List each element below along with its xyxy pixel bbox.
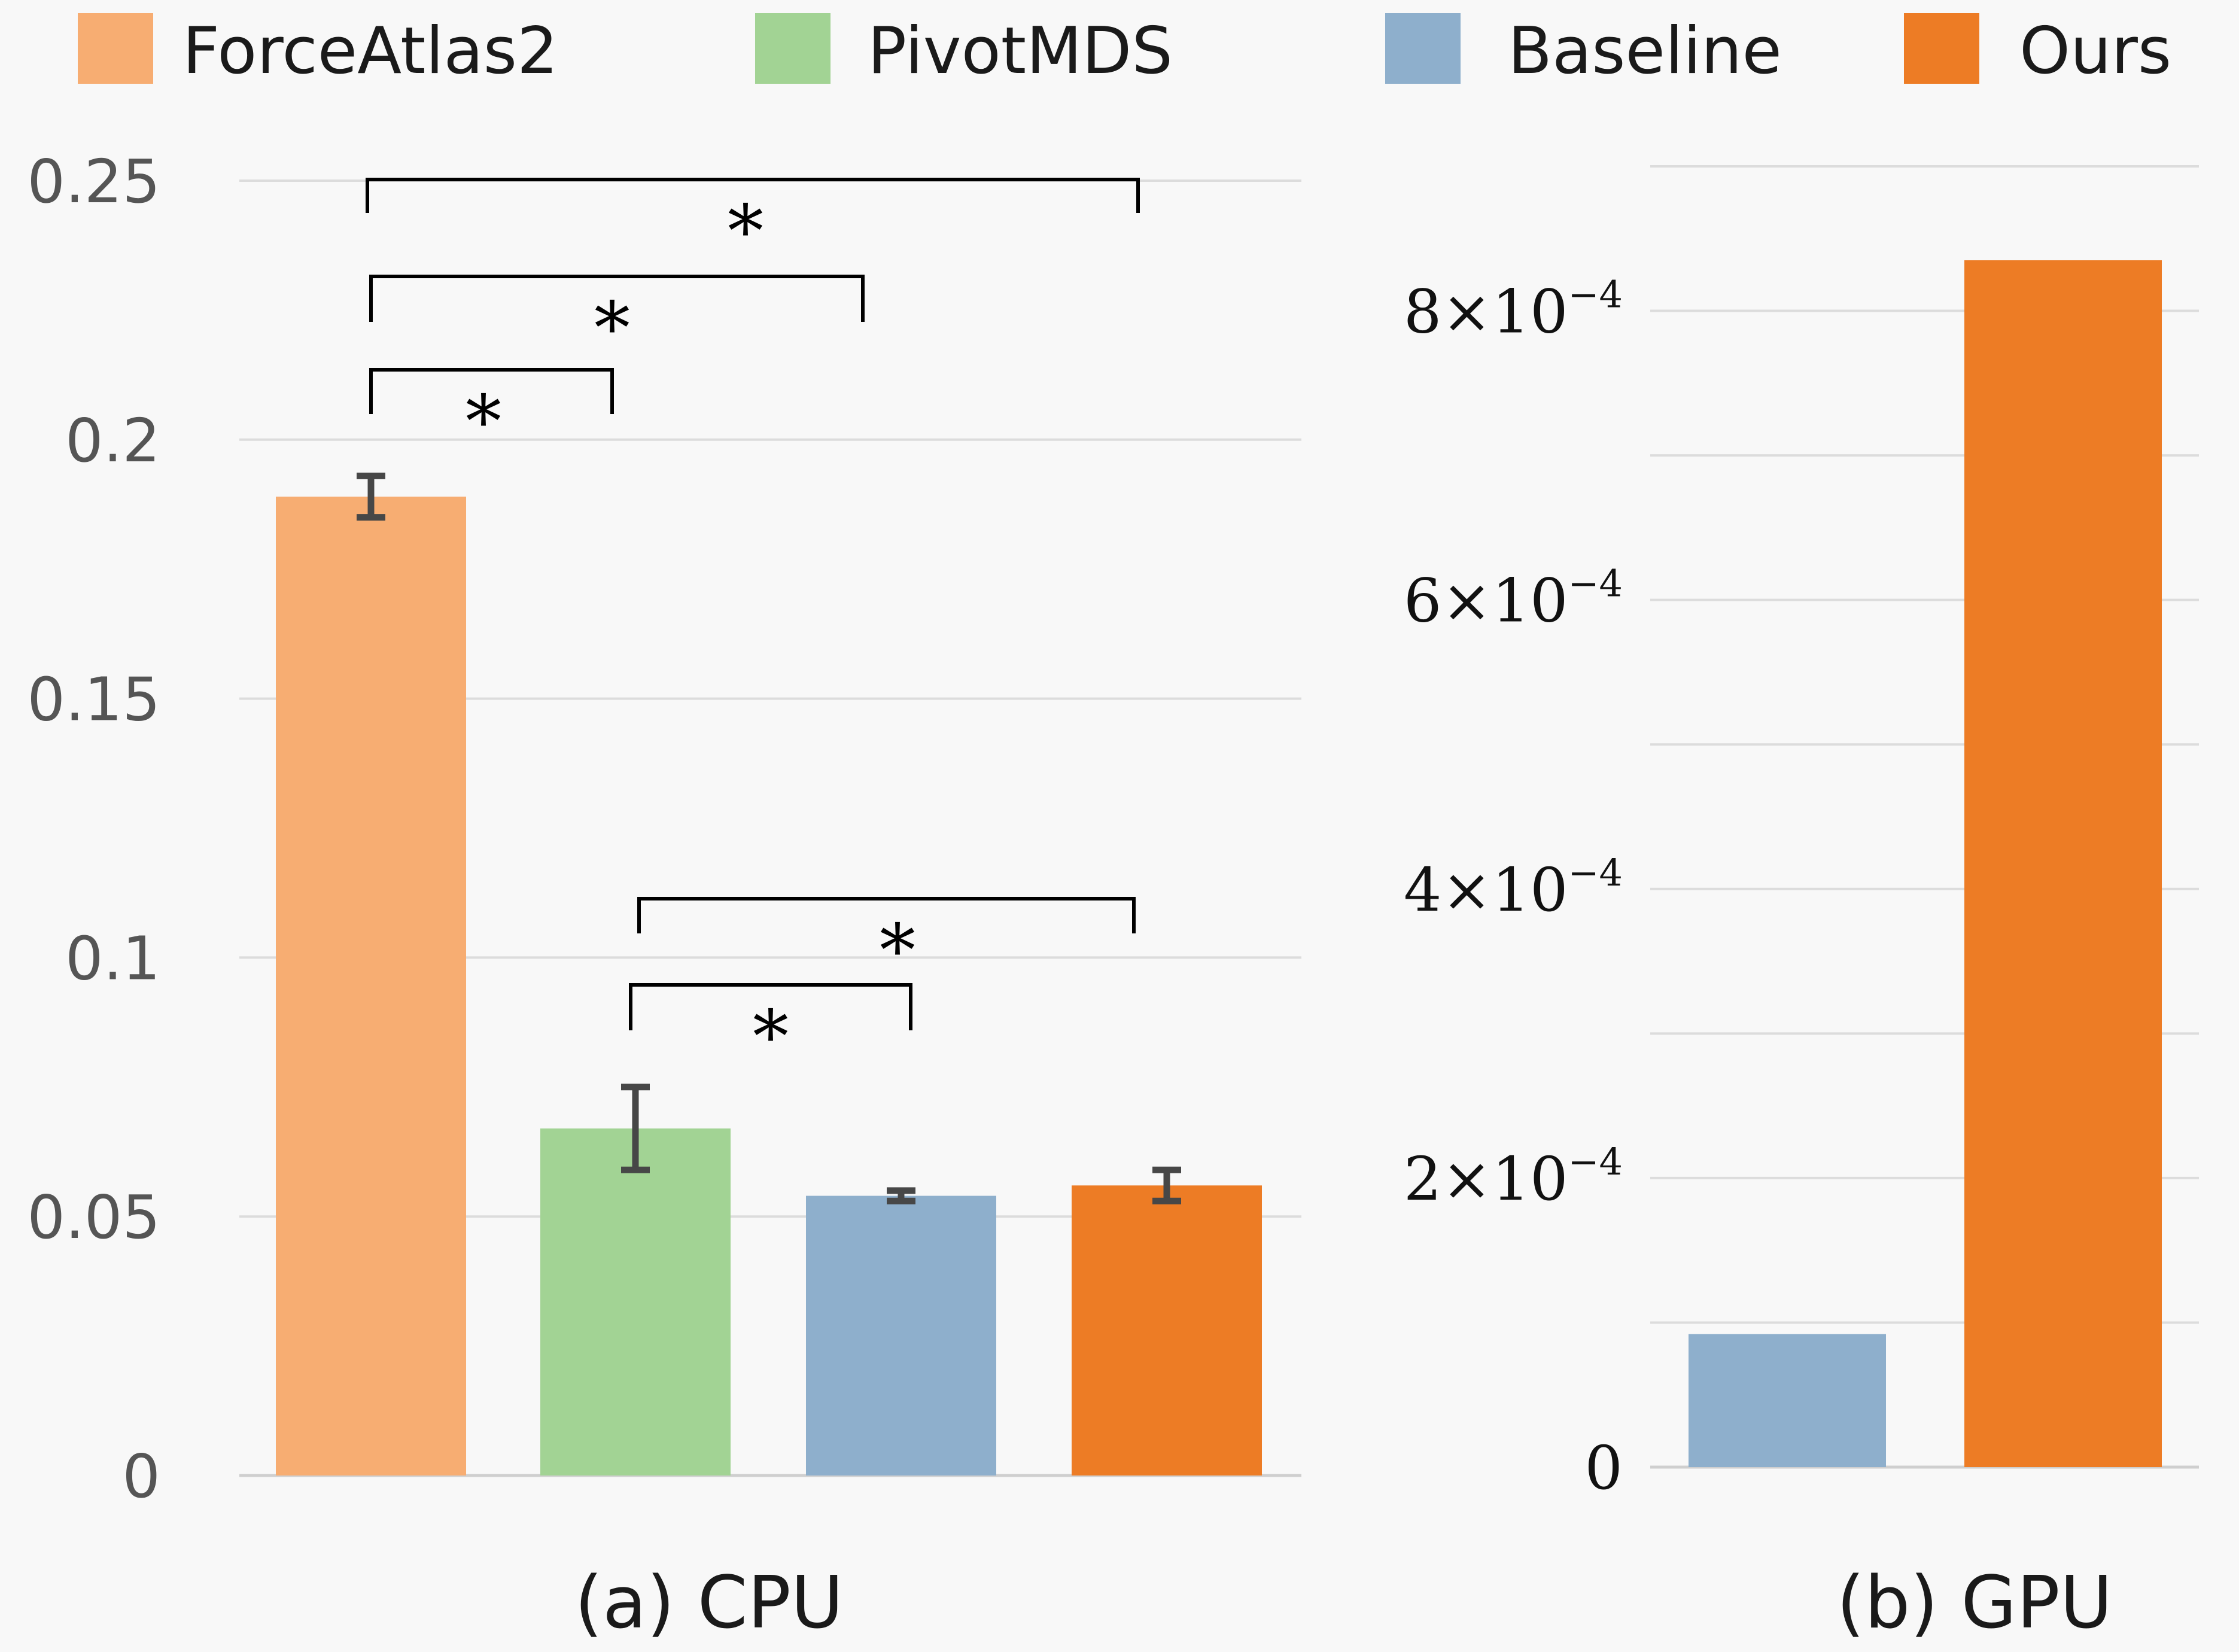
tick-exponent: −4 bbox=[1568, 273, 1623, 317]
cpu-y-tick-label: 0.05 bbox=[27, 1182, 160, 1252]
gpu-bar-ours bbox=[1964, 260, 2162, 1467]
cpu-significance-brackets: * * * * * bbox=[366, 178, 1140, 1079]
legend-swatch-forceatlas2 bbox=[78, 13, 153, 84]
legend-label-ours: Ours bbox=[2019, 14, 2171, 89]
cpu-error-bars bbox=[357, 472, 1181, 1204]
cpu-chart-title: (a) CPU bbox=[574, 1562, 843, 1645]
cpu-bar-pivotmds bbox=[540, 1128, 731, 1475]
legend-item-baseline: Baseline bbox=[1385, 13, 1782, 89]
gpu-y-tick-label: 2×10−4 bbox=[1404, 1140, 1623, 1214]
tick-exponent: −4 bbox=[1568, 851, 1623, 895]
cpu-y-axis: 0 0.05 0.1 0.15 0.2 0.25 bbox=[27, 147, 160, 1511]
tick-mantissa: 0 bbox=[1584, 1433, 1623, 1503]
cpu-y-tick-label: 0.1 bbox=[65, 923, 160, 993]
cpu-bar-forceatlas2 bbox=[276, 497, 466, 1475]
cpu-error-bar-forceatlas2 bbox=[357, 472, 385, 521]
gpu-y-tick-label: 4×10−4 bbox=[1404, 851, 1623, 925]
bracket-line bbox=[637, 897, 1136, 933]
legend: ForceAtlas2 PivotMDS Baseline Ours bbox=[78, 13, 2171, 89]
cpu-y-tick-label: 0.25 bbox=[27, 147, 160, 217]
significance-marker: * bbox=[880, 909, 915, 993]
gpu-y-tick-label: 0 bbox=[1584, 1433, 1623, 1503]
legend-label-forceatlas2: ForceAtlas2 bbox=[182, 14, 558, 89]
legend-label-baseline: Baseline bbox=[1508, 14, 1782, 89]
cpu-bar-baseline bbox=[806, 1195, 996, 1475]
significance-bracket-forceatlas2-ours: * bbox=[366, 178, 1140, 273]
tick-mantissa: 8×10 bbox=[1404, 277, 1568, 347]
tick-exponent: −4 bbox=[1568, 1140, 1623, 1184]
significance-bracket-pivotmds-baseline: * bbox=[629, 983, 912, 1079]
legend-swatch-baseline bbox=[1385, 13, 1461, 84]
significance-bracket-pivotmds-ours: * bbox=[637, 897, 1136, 993]
bracket-line bbox=[369, 368, 614, 414]
gpu-y-tick-label: 8×10−4 bbox=[1404, 273, 1623, 347]
cpu-bar-ours bbox=[1072, 1185, 1262, 1475]
legend-item-forceatlas2: ForceAtlas2 bbox=[78, 13, 558, 89]
legend-item-pivotmds: PivotMDS bbox=[755, 13, 1173, 89]
bracket-line bbox=[366, 178, 1140, 213]
tick-mantissa: 2×10 bbox=[1404, 1144, 1568, 1214]
legend-swatch-ours bbox=[1904, 13, 1979, 84]
gpu-y-axis: 02×10−44×10−46×10−48×10−4 bbox=[1404, 273, 1623, 1503]
cpu-error-bar-pivotmds bbox=[621, 1084, 650, 1173]
legend-item-ours: Ours bbox=[1904, 13, 2171, 89]
cpu-y-tick-label: 0 bbox=[122, 1441, 160, 1511]
cpu-error-bar-ours bbox=[1152, 1166, 1181, 1204]
cpu-y-tick-label: 0.2 bbox=[65, 406, 160, 476]
significance-bracket-forceatlas2-baseline: * bbox=[369, 275, 865, 370]
tick-exponent: −4 bbox=[1568, 562, 1623, 606]
tick-mantissa: 4×10 bbox=[1404, 855, 1568, 925]
significance-marker: * bbox=[466, 381, 501, 464]
cpu-chart: 0 0.05 0.1 0.15 0.2 0.25 * * * * * (a) CPU bbox=[27, 147, 1301, 1645]
gpu-bar-baseline bbox=[1689, 1334, 1886, 1467]
bracket-line bbox=[369, 275, 865, 322]
legend-swatch-pivotmds bbox=[755, 13, 831, 84]
cpu-error-bar-baseline bbox=[887, 1187, 915, 1204]
significance-marker: * bbox=[753, 996, 789, 1079]
cpu-y-tick-label: 0.15 bbox=[27, 665, 160, 735]
tick-mantissa: 6×10 bbox=[1404, 566, 1568, 636]
gpu-chart-title: (b) GPU bbox=[1836, 1562, 2112, 1645]
gpu-chart: 02×10−44×10−46×10−48×10−4 (b) GPU bbox=[1404, 165, 2199, 1645]
cpu-bars bbox=[276, 497, 1262, 1475]
legend-label-pivotmds: PivotMDS bbox=[868, 14, 1173, 89]
significance-bracket-forceatlas2-pivotmds: * bbox=[369, 368, 614, 464]
gpu-y-tick-label: 6×10−4 bbox=[1404, 562, 1623, 636]
significance-marker: * bbox=[728, 190, 763, 273]
gpu-bars bbox=[1689, 260, 2162, 1467]
significance-marker: * bbox=[594, 287, 630, 370]
bracket-line bbox=[629, 983, 912, 1030]
